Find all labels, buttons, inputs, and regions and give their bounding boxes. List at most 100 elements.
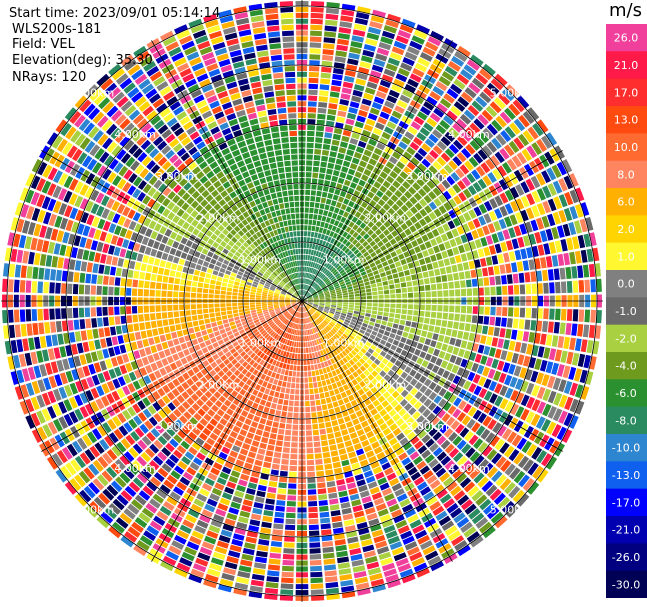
velocity-gate <box>389 263 396 270</box>
velocity-gate <box>16 339 24 353</box>
velocity-gate <box>320 283 326 288</box>
velocity-gate <box>252 568 266 575</box>
velocity-gate <box>264 587 279 595</box>
velocity-gate <box>111 336 119 346</box>
velocity-gate <box>377 240 384 248</box>
velocity-gate <box>342 290 348 294</box>
velocity-gate <box>346 482 357 490</box>
velocity-gate <box>309 36 322 43</box>
velocity-gate <box>466 288 473 296</box>
velocity-gate <box>275 373 280 380</box>
velocity-gate <box>460 288 467 297</box>
velocity-gate <box>326 481 336 488</box>
velocity-gate <box>353 258 360 264</box>
velocity-gate <box>367 26 381 35</box>
velocity-gate <box>344 440 353 447</box>
velocity-gate <box>321 215 327 222</box>
velocity-gate <box>254 397 261 404</box>
velocity-gate <box>453 321 459 330</box>
velocity-gate <box>465 126 477 138</box>
velocity-gate <box>13 279 20 293</box>
velocity-gate <box>338 267 344 273</box>
velocity-gate <box>325 397 332 404</box>
velocity-gate <box>371 287 378 292</box>
velocity-gate <box>365 244 372 251</box>
velocity-gate <box>199 342 206 349</box>
velocity-gate <box>319 305 325 308</box>
velocity-gate <box>22 250 30 264</box>
velocity-gate <box>349 493 360 501</box>
velocity-gate <box>438 76 451 87</box>
velocity-gate <box>290 448 298 454</box>
velocity-gate <box>302 290 304 296</box>
velocity-gate <box>487 326 494 336</box>
velocity-gate <box>348 243 354 250</box>
velocity-gate <box>382 280 389 286</box>
velocity-gate <box>126 306 132 315</box>
velocity-gate <box>383 25 397 34</box>
velocity-gate <box>318 272 323 278</box>
velocity-gate <box>343 302 349 305</box>
velocity-gate <box>254 556 267 564</box>
velocity-gate <box>362 209 370 217</box>
velocity-gate <box>310 289 315 294</box>
velocity-gate <box>394 261 402 268</box>
velocity-gate <box>272 457 281 464</box>
velocity-gate <box>325 229 331 236</box>
velocity-gate <box>537 244 545 256</box>
velocity-gate <box>437 260 445 268</box>
velocity-gate <box>357 245 364 251</box>
velocity-gate <box>255 429 263 436</box>
velocity-gate <box>294 353 298 359</box>
velocity-gate <box>246 487 256 495</box>
velocity-gate <box>522 260 530 271</box>
velocity-gate <box>343 297 349 300</box>
velocity-gate <box>375 122 385 131</box>
velocity-gate <box>541 453 553 467</box>
velocity-gate <box>553 322 560 334</box>
velocity-gate <box>355 302 361 306</box>
velocity-gate <box>324 291 330 295</box>
velocity-gate <box>281 577 294 584</box>
velocity-gate <box>563 207 573 222</box>
velocity-gate <box>452 183 462 194</box>
velocity-gate <box>369 240 376 247</box>
velocity-gate <box>360 302 366 306</box>
velocity-gate <box>319 84 330 91</box>
velocity-gate <box>341 312 347 317</box>
velocity-gate <box>361 174 369 182</box>
velocity-gate <box>476 268 483 278</box>
velocity-gate <box>370 344 377 351</box>
velocity-gate <box>375 319 382 324</box>
velocity-gate <box>416 357 424 365</box>
velocity-gate <box>372 306 378 311</box>
velocity-gate <box>552 377 561 391</box>
velocity-gate <box>85 318 92 329</box>
velocity-gate <box>251 573 265 581</box>
velocity-gate <box>439 424 449 434</box>
velocity-gate <box>284 435 291 442</box>
velocity-gate <box>324 180 331 187</box>
velocity-gate <box>480 237 488 247</box>
velocity-gate <box>311 184 317 190</box>
velocity-sectors <box>2 1 602 601</box>
velocity-gate <box>545 456 558 470</box>
velocity-gate <box>367 324 374 330</box>
velocity-gate <box>341 429 349 436</box>
velocity-gate <box>467 371 476 382</box>
velocity-gate <box>211 274 217 280</box>
velocity-gate <box>360 326 367 331</box>
velocity-gate <box>513 452 525 465</box>
velocity-gate <box>292 424 299 430</box>
velocity-gate <box>409 141 420 151</box>
velocity-gate <box>115 267 122 277</box>
velocity-gate <box>584 309 591 323</box>
velocity-gate <box>317 290 323 294</box>
velocity-gate <box>351 255 358 262</box>
velocity-gate <box>322 287 328 291</box>
velocity-gate <box>256 306 262 310</box>
velocity-gate <box>238 305 244 310</box>
velocity-gate <box>398 271 405 278</box>
velocity-gate <box>355 261 362 267</box>
velocity-gate <box>580 386 590 400</box>
